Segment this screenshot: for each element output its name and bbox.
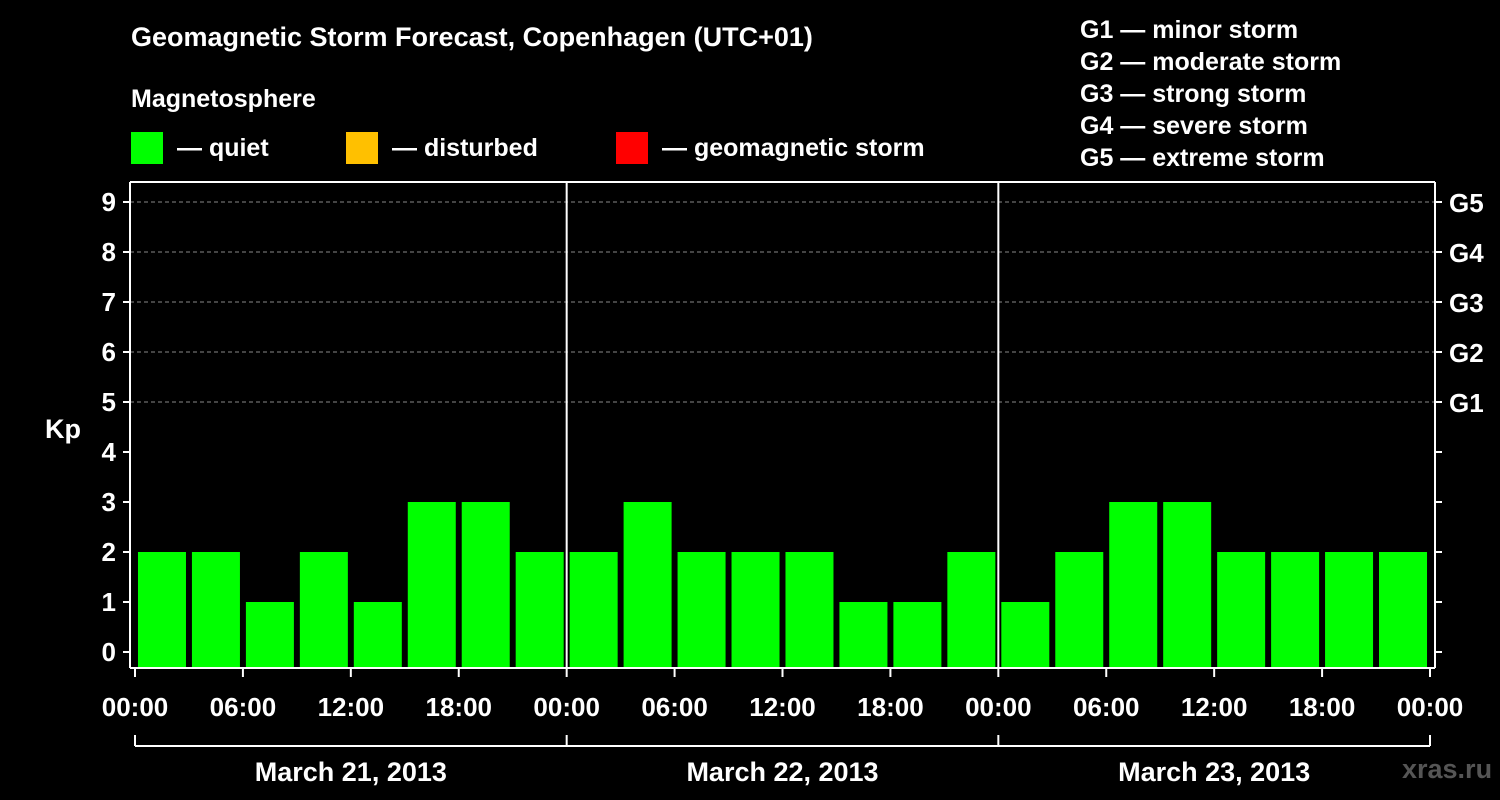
axes (123, 181, 1442, 747)
storm-scale-g1: G1 — minor storm (1080, 16, 1299, 44)
kp-bar (731, 552, 780, 668)
watermark: xras.ru (1402, 754, 1493, 784)
storm-level-label-g2: G2 (1449, 338, 1484, 368)
kp-bar (839, 602, 888, 668)
legend-item-quiet: — quiet (131, 132, 269, 164)
y-tick-label: 6 (102, 337, 116, 367)
kp-bar (1379, 552, 1428, 668)
x-tick-label: 06:00 (210, 692, 277, 722)
y-axis-title: Kp (45, 414, 81, 444)
kp-bar (1325, 552, 1374, 668)
kp-bar (461, 502, 510, 668)
kp-bar (677, 552, 726, 668)
y-tick-label: 4 (102, 437, 117, 467)
x-tick-label: 00:00 (965, 692, 1032, 722)
date-label: March 22, 2013 (686, 757, 878, 787)
legend-swatch-quiet (131, 132, 163, 164)
legend: — quiet — disturbed — geomagnetic storm (131, 132, 1031, 168)
y-tick-label: 9 (102, 187, 116, 217)
y-tick-label: 5 (102, 387, 116, 417)
kp-bar (947, 552, 996, 668)
x-tick-label: 00:00 (102, 692, 169, 722)
kp-bar (245, 602, 294, 668)
storm-scale-g5: G5 — extreme storm (1080, 144, 1325, 172)
x-tick-label: 18:00 (426, 692, 493, 722)
kp-bar (407, 502, 456, 668)
kp-bars (137, 502, 1428, 668)
kp-bar (1163, 502, 1212, 668)
x-tick-label: 18:00 (1289, 692, 1356, 722)
legend-label-storm: — geomagnetic storm (662, 133, 925, 162)
storm-scale-g3: G3 — strong storm (1080, 80, 1307, 108)
legend-swatch-storm (616, 132, 648, 164)
storm-level-label-g5: G5 (1449, 188, 1484, 218)
x-tick-label: 06:00 (641, 692, 708, 722)
x-tick-label: 00:00 (533, 692, 600, 722)
y-tick-label: 3 (102, 487, 116, 517)
x-tick-label: 12:00 (749, 692, 816, 722)
kp-bar (353, 602, 402, 668)
y-tick-label: 8 (102, 237, 116, 267)
magnetosphere-label: Magnetosphere (131, 85, 316, 113)
kp-bar (1109, 502, 1158, 668)
kp-bar (569, 552, 618, 668)
kp-bar (515, 552, 564, 668)
legend-item-storm: — geomagnetic storm (616, 132, 925, 164)
storm-level-label-g4: G4 (1449, 238, 1484, 268)
grid-lines (130, 201, 1435, 403)
kp-bar (1217, 552, 1266, 668)
kp-bar (1001, 602, 1050, 668)
storm-level-label-g3: G3 (1449, 288, 1484, 318)
kp-bar (893, 602, 942, 668)
kp-bar (623, 502, 672, 668)
y-tick-label: 7 (102, 287, 116, 317)
kp-bar (1271, 552, 1320, 668)
storm-scale-g4: G4 — severe storm (1080, 112, 1308, 140)
y-tick-label: 1 (102, 587, 116, 617)
storm-level-label-g1: G1 (1449, 388, 1484, 418)
y-tick-label: 2 (102, 537, 116, 567)
axis-labels: 0 1 2 3 4 5 6 7 8 9 G1 G2 G3 G4 G5 Kp 00:00 06:00 12:00 18:… (45, 187, 1484, 787)
kp-bar (137, 552, 186, 668)
x-tick-label: 12:00 (1181, 692, 1248, 722)
legend-label-quiet: — quiet (177, 133, 269, 162)
storm-scale-legend: G1 — minor storm G2 — moderate storm G3 … (1080, 14, 1341, 174)
x-tick-label: 18:00 (857, 692, 924, 722)
kp-bar (191, 552, 240, 668)
date-label: March 23, 2013 (1118, 757, 1310, 787)
kp-bar (1055, 552, 1104, 668)
kp-bar (299, 552, 348, 668)
kp-bar (785, 552, 834, 668)
x-tick-label: 00:00 (1397, 692, 1464, 722)
storm-scale-g2: G2 — moderate storm (1080, 48, 1342, 76)
legend-swatch-disturbed (346, 132, 378, 164)
date-label: March 21, 2013 (255, 757, 447, 787)
chart-title: Geomagnetic Storm Forecast, Copenhagen (… (131, 22, 813, 52)
legend-label-disturbed: — disturbed (392, 133, 538, 162)
y-tick-label: 0 (102, 637, 116, 667)
x-tick-label: 06:00 (1073, 692, 1140, 722)
x-tick-label: 12:00 (318, 692, 385, 722)
legend-item-disturbed: — disturbed (346, 132, 538, 164)
